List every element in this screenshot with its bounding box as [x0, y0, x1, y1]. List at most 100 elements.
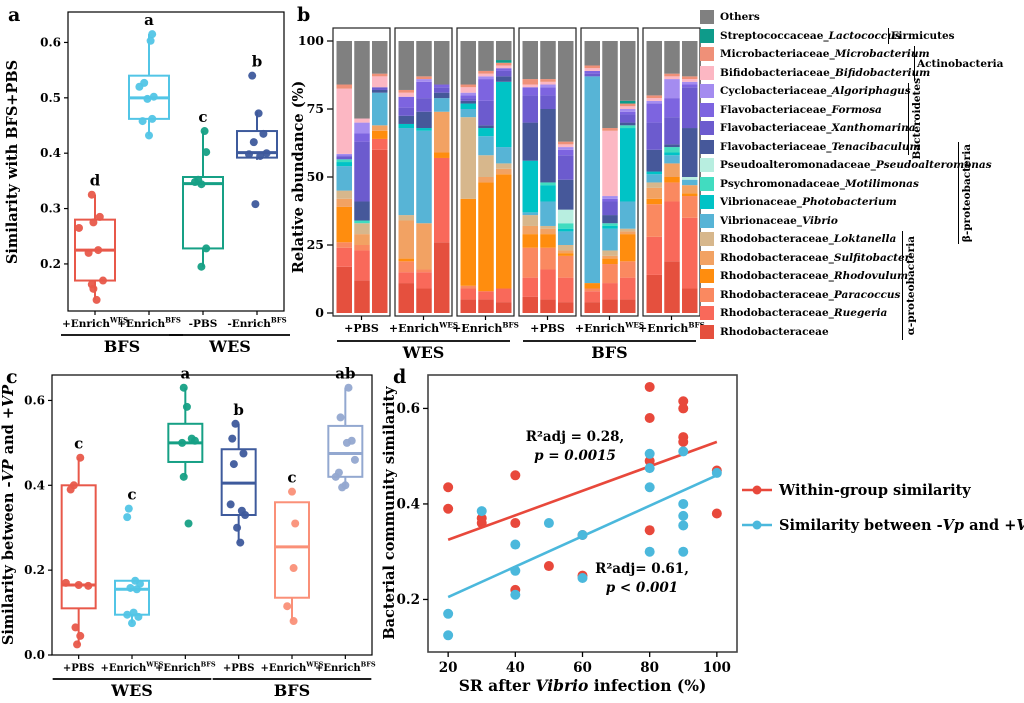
- legend-row: Rhodobacteraceae_Loktanella: [700, 230, 1024, 249]
- taxon-family: Others: [720, 11, 760, 24]
- bar-segment: [646, 182, 662, 188]
- legend-row: Streptococcaceae_Lactococcus: [700, 27, 1024, 46]
- y-tick-label: 75: [307, 101, 324, 116]
- bar-segment: [522, 277, 538, 297]
- taxon-genus: Loktanella: [833, 233, 897, 246]
- bar-segment: [664, 155, 680, 164]
- legend-row: Rhodobacteraceae_Paracoccus: [700, 286, 1024, 305]
- bar-segment: [602, 41, 618, 129]
- y-axis-label: Relative abundance (%): [290, 81, 307, 273]
- bar-segment: [372, 130, 388, 139]
- bar-segment: [620, 114, 636, 123]
- bar-segment: [682, 79, 698, 82]
- bar-segment: [460, 87, 476, 93]
- scatter-point: [644, 463, 655, 474]
- italic-segment: Vp: [943, 517, 964, 534]
- legend-taxon-name: Psychromonadaceae_Motilimonas: [720, 178, 919, 190]
- legend-series-label: Similarity between -Vp and +Vp: [779, 517, 1024, 534]
- bar-segment: [682, 288, 698, 313]
- panel-d-tag: d: [393, 366, 407, 388]
- taxon-genus: Photobacterium: [802, 196, 897, 209]
- bar-segment: [558, 144, 574, 148]
- facet-label: +PBS: [344, 322, 379, 335]
- label-main: +PBS: [530, 322, 565, 335]
- taxon-genus: Rhodovulum: [833, 270, 909, 283]
- phylum-bracket-label: Bacteroidetes: [911, 78, 923, 160]
- bar-segment: [416, 41, 432, 77]
- data-point: [190, 436, 199, 445]
- label-superscript: WES: [109, 316, 128, 325]
- significance-letter: c: [198, 108, 207, 126]
- bar-segment: [602, 258, 618, 265]
- phylum-name: Actinobacteria: [917, 57, 1004, 70]
- significance-letter: d: [90, 172, 101, 190]
- text-segment: infection (%): [588, 676, 706, 695]
- legend-row: Vibrionaceae_Vibrio: [700, 212, 1024, 231]
- bar-segment: [584, 76, 600, 284]
- data-point: [143, 94, 152, 103]
- legend-taxon-name: Streptococcaceae_Lactococcus: [720, 30, 901, 42]
- stats-annotation-p: p < 0.001: [606, 580, 678, 596]
- bar-segment: [522, 160, 538, 213]
- significance-letter: b: [233, 401, 244, 419]
- bar-segment: [478, 76, 494, 80]
- stats-annotation-r2: R²adj = 0.28,: [526, 429, 625, 445]
- scatter-point: [577, 529, 588, 540]
- taxon-genus: Vibrio: [802, 214, 838, 227]
- phylum-bracket-line: [908, 83, 909, 155]
- y-tick-label: 0.6: [40, 35, 61, 49]
- label-superscript: WES: [305, 661, 323, 669]
- bar-segment: [416, 111, 432, 129]
- italic-segment: VP: [0, 458, 17, 481]
- bar-segment: [558, 277, 574, 303]
- bar-segment: [434, 84, 450, 88]
- legend-swatch: [700, 287, 714, 302]
- y-tick-label: 50: [307, 169, 325, 184]
- label-superscript: BFS: [688, 321, 705, 330]
- bar-segment: [664, 76, 680, 80]
- bar-segment: [478, 177, 494, 183]
- data-point: [138, 117, 147, 126]
- legend-marker: [752, 520, 762, 530]
- bar-segment: [602, 299, 618, 313]
- bar-segment: [602, 225, 618, 229]
- taxon-genus: Microbacterium: [834, 48, 930, 61]
- bar-segment: [682, 185, 698, 194]
- phylum-bracket-label: α-proteobacteria: [905, 231, 917, 340]
- y-tick-label: 0.4: [40, 146, 61, 160]
- data-point: [236, 538, 245, 547]
- data-point: [229, 460, 238, 469]
- phylum-bracket-line: [958, 142, 959, 244]
- legend-taxon-name: Others: [720, 11, 760, 23]
- facet-label: +EnrichBFS: [452, 321, 519, 336]
- legend-taxon-name: Cyclobacteriaceae_Algoriphagus: [720, 85, 911, 97]
- bar-segment: [434, 98, 450, 112]
- bar-segment: [620, 261, 636, 278]
- data-point: [148, 114, 157, 123]
- label-main: +Enrich: [117, 318, 165, 330]
- data-point: [239, 449, 248, 458]
- facet-label: +PBS: [530, 322, 565, 335]
- legend-taxon-name: Rhodobacteraceae_Sulfitobacter: [720, 252, 910, 264]
- data-point: [75, 223, 83, 232]
- data-point: [149, 92, 158, 101]
- legend-swatch: [700, 195, 714, 210]
- label-superscript: WES: [438, 321, 458, 330]
- bar-segment: [664, 201, 680, 262]
- bar-segment: [460, 103, 476, 109]
- y-tick-label: 25: [307, 237, 324, 252]
- scatter-point: [678, 436, 689, 447]
- data-point: [126, 583, 135, 592]
- bar-segment: [336, 156, 352, 160]
- data-point: [262, 149, 271, 158]
- facet-label: +EnrichWES: [389, 321, 458, 336]
- bar-segment: [602, 223, 618, 226]
- scatter-point: [644, 448, 655, 459]
- y-tick-label: 0.6: [24, 393, 45, 407]
- bar-segment: [336, 198, 352, 207]
- label-main: +Enrich: [101, 663, 147, 674]
- bar-segment: [682, 193, 698, 197]
- bar-segment: [434, 157, 450, 243]
- legend-taxon-name: Flavobacteriaceae_Tenacibaculum: [720, 141, 921, 153]
